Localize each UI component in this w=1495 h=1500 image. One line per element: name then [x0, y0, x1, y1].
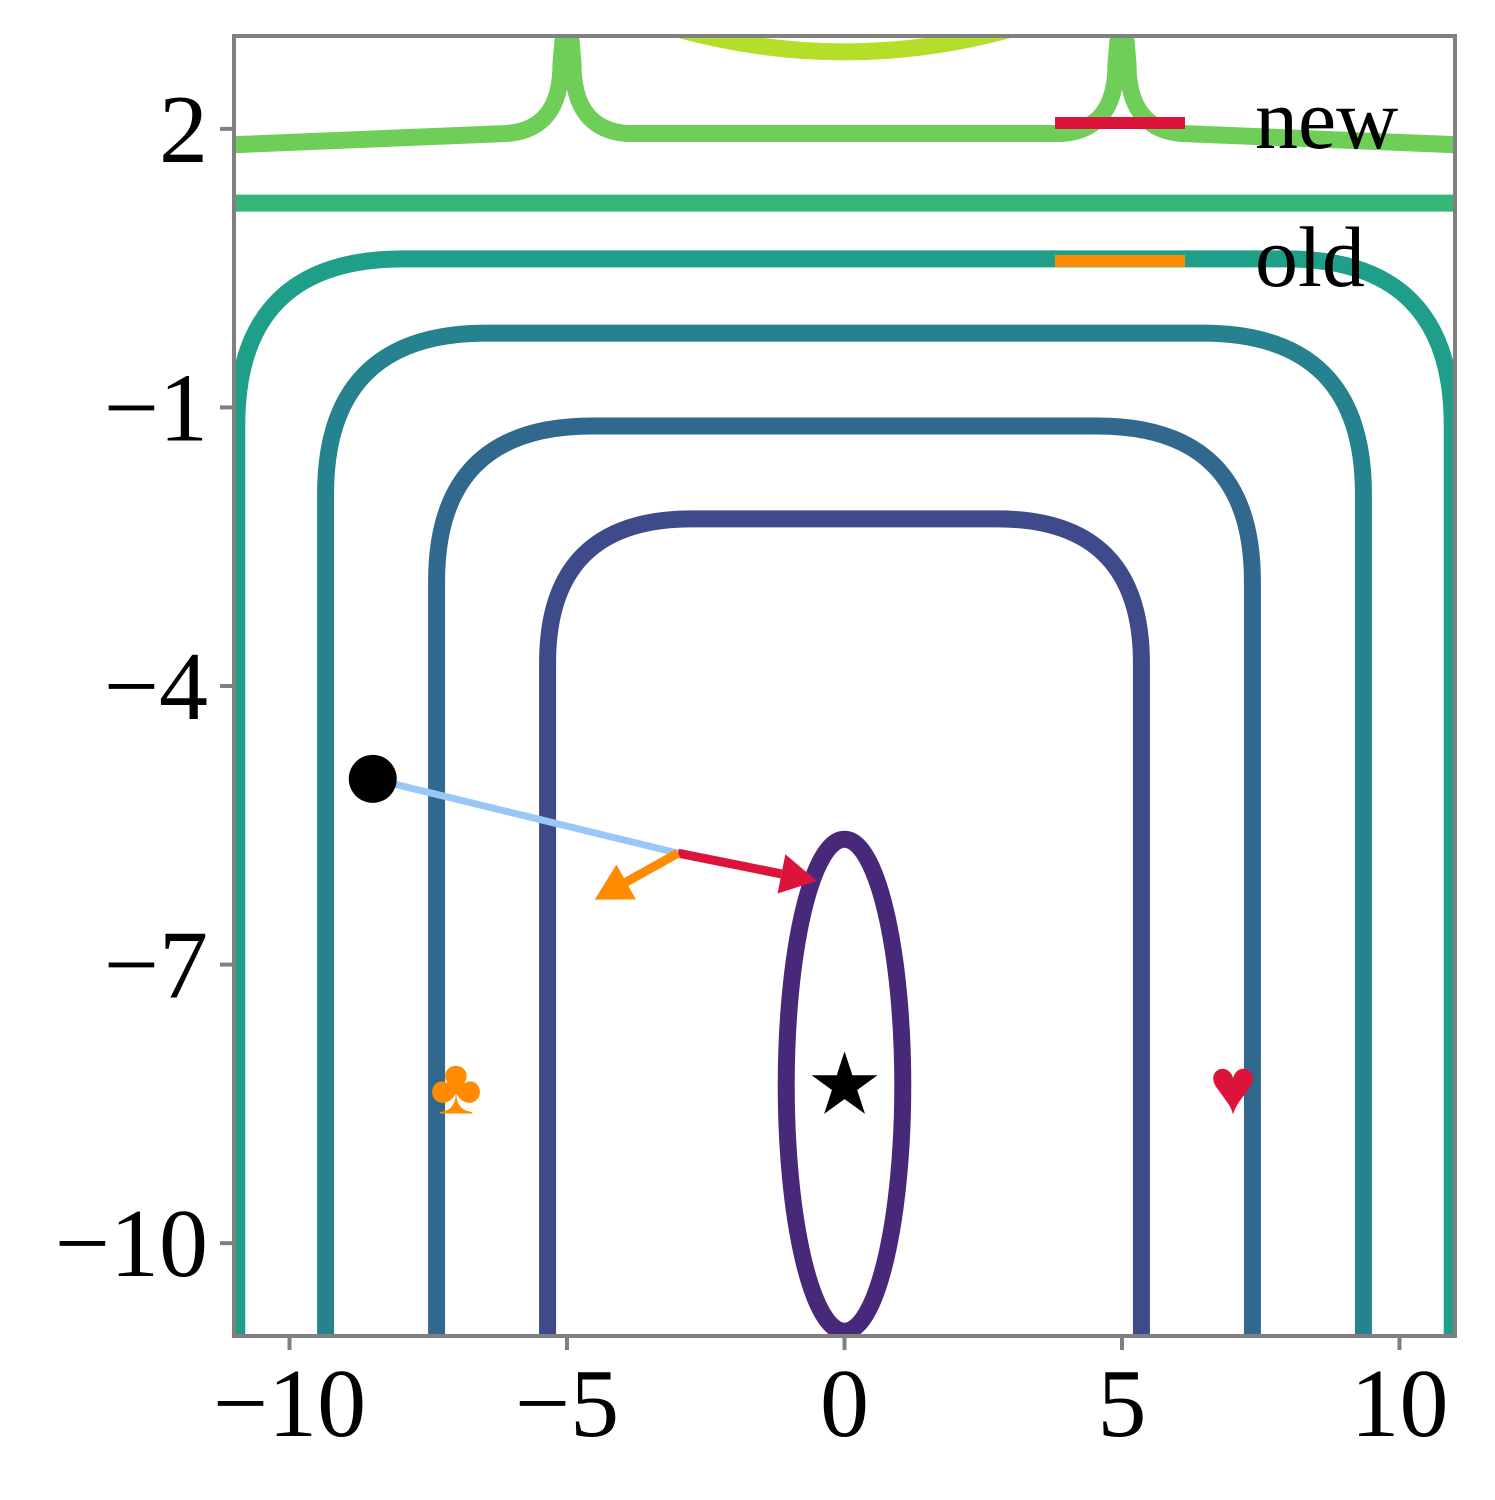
contour-level-2 — [539, 510, 1150, 1336]
start-point-marker — [348, 754, 397, 803]
contour-level-8-arc-3 — [1205, 0, 1465, 26]
x-tick-label: 0 — [820, 1350, 869, 1458]
contour-level-5 — [234, 250, 1455, 1336]
path-segment — [369, 775, 682, 857]
y-tick-label: −4 — [104, 633, 208, 741]
legend: new old — [1055, 71, 1398, 305]
x-axis: −10 −5 0 5 10 — [213, 1336, 1449, 1458]
y-tick-label: 2 — [159, 76, 208, 184]
contour-level-1 — [777, 830, 912, 1336]
legend-old-label: old — [1255, 209, 1365, 305]
x-tick-label: −10 — [213, 1350, 366, 1458]
heart-marker: ♥ — [1209, 1043, 1257, 1131]
optimization-path — [348, 754, 817, 900]
y-tick-label: −10 — [55, 1190, 208, 1298]
point-markers: ★ ♣ ♥ — [430, 1036, 1257, 1132]
new-arrow-head — [777, 854, 817, 894]
old-arrow-shaft — [623, 849, 681, 886]
x-tick-label: 10 — [1351, 1350, 1449, 1458]
y-tick-label: −1 — [104, 354, 208, 462]
y-tick-label: −7 — [104, 912, 208, 1020]
star-marker: ★ — [806, 1036, 883, 1132]
y-axis: 2 −1 −4 −7 −10 — [55, 76, 234, 1298]
old-arrow-head — [594, 864, 636, 900]
x-tick-label: −5 — [515, 1350, 619, 1458]
club-marker: ♣ — [430, 1043, 483, 1131]
contour-level-8-arc-1 — [224, 0, 484, 26]
x-tick-label: 5 — [1098, 1350, 1147, 1458]
contour-level-4 — [317, 324, 1372, 1336]
legend-new-label: new — [1255, 71, 1398, 167]
new-arrow-shaft — [677, 848, 783, 879]
contour-level-7 — [234, 36, 1455, 154]
contour-level-3 — [428, 417, 1261, 1336]
